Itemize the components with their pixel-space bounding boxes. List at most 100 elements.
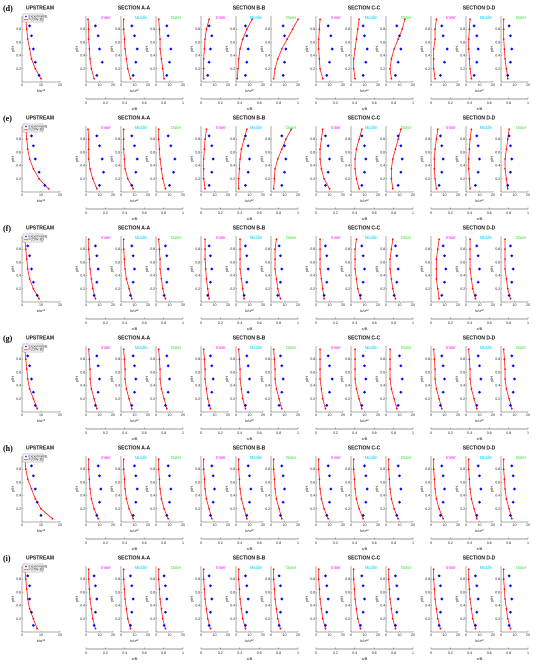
subplot-label: Outer <box>516 565 527 570</box>
model-point <box>327 517 330 520</box>
experiment-point <box>477 474 482 478</box>
model-point <box>504 258 506 260</box>
experiment-point <box>506 183 510 187</box>
experiment-point <box>130 24 134 28</box>
section-tick-label: 1 <box>527 211 529 215</box>
section-tick-label: 0.4 <box>122 651 127 655</box>
experiment-point <box>247 500 252 504</box>
model-point <box>467 578 470 581</box>
y-tick-label: 0.2 <box>425 617 430 621</box>
experiment-point <box>476 464 480 468</box>
y-tick-label: 0.4 <box>425 604 430 608</box>
section-tick-label: 0.4 <box>237 321 242 325</box>
x-tick-label: 0 <box>120 523 122 527</box>
x-tick-label: 0 <box>85 303 87 307</box>
experiment-point <box>508 170 513 174</box>
subplot-label: Middle <box>250 455 263 460</box>
experiment-point <box>440 24 444 28</box>
model-point <box>26 598 29 600</box>
model-point <box>209 407 212 410</box>
model-point <box>391 617 394 620</box>
y-tick-label: 0.8 <box>380 467 385 471</box>
model-point <box>358 18 360 21</box>
legend-marker <box>25 15 27 18</box>
experiment-point <box>93 244 98 248</box>
section-axis-label: x/B <box>362 546 368 551</box>
model-point <box>94 297 97 300</box>
x-tick-label: 10 <box>363 413 367 417</box>
section-tick-label: 0.6 <box>487 101 492 105</box>
y-axis-label: y/H <box>489 486 494 492</box>
model-point <box>390 168 393 170</box>
y-tick-label: 0.4 <box>150 54 155 58</box>
experiment-point <box>131 513 135 517</box>
x-tick-label: 10 <box>478 83 482 87</box>
section-tick-label: 0.2 <box>103 541 108 545</box>
model-point <box>122 28 125 31</box>
y-tick-label: 0.8 <box>230 577 235 581</box>
model-point <box>91 287 94 290</box>
x-tick-label: 10 <box>478 413 482 417</box>
x-tick-label: 0 <box>270 633 272 637</box>
experiment-point <box>475 244 479 248</box>
experiment-point <box>130 403 134 407</box>
y-axis-label: y/H <box>304 156 309 162</box>
model-point <box>390 278 393 280</box>
y-tick-label: 0.6 <box>425 150 430 154</box>
experiment-point <box>323 134 328 138</box>
x-tick-label: 0 <box>85 83 87 87</box>
experiment-point <box>396 60 400 64</box>
subplot-label: Outer <box>401 235 412 240</box>
model-point <box>468 358 471 361</box>
x-tick-label: 20 <box>376 193 380 197</box>
model-point <box>123 158 126 160</box>
y-tick-label: 0.2 <box>150 287 155 291</box>
experiment-point <box>472 73 476 77</box>
y-tick-label: 0.2 <box>195 397 200 401</box>
y-tick-label: 0.6 <box>265 260 270 264</box>
experiment-point <box>395 280 399 284</box>
y-tick-label: 0.6 <box>345 260 350 264</box>
x-tick-label: 20 <box>261 83 265 87</box>
model-point <box>391 238 394 241</box>
model-point <box>204 268 207 270</box>
y-axis-label: y/H <box>109 596 114 602</box>
model-point <box>158 248 161 251</box>
experiment-point <box>130 183 134 187</box>
model-point <box>275 608 278 610</box>
section-tick-label: 0.2 <box>333 651 338 655</box>
experiment-point <box>477 267 482 271</box>
experiment-point <box>206 73 210 77</box>
experiment-point <box>325 73 329 77</box>
section-title: SECTION B-B <box>233 225 266 231</box>
section-tick-label: 0.2 <box>103 211 108 215</box>
experiment-point <box>284 157 288 161</box>
x-tick-label: 10 <box>443 633 447 637</box>
model-point <box>280 148 283 151</box>
experiment-point <box>29 34 34 38</box>
y-axis-label: y/H <box>454 46 459 52</box>
section-tick-label: 0.6 <box>257 431 262 435</box>
y-tick-label: 0.6 <box>495 590 500 594</box>
x-tick-label: 20 <box>296 193 300 197</box>
experiment-point <box>208 280 213 284</box>
model-point <box>204 378 206 380</box>
y-tick-label: 0.4 <box>115 54 120 58</box>
model-point <box>510 407 513 410</box>
experiment-point <box>169 47 173 51</box>
experiment-point <box>284 47 288 51</box>
y-tick-label: 0.6 <box>195 590 200 594</box>
x-tick-label: 0 <box>465 303 467 307</box>
experiment-point <box>327 60 332 64</box>
experiment-point <box>43 183 47 187</box>
experiment-point <box>26 244 30 248</box>
y-tick-label: 0.6 <box>230 150 235 154</box>
subplot-title: UPSTREAM <box>26 445 54 451</box>
model-point <box>158 28 161 31</box>
experiment-point <box>167 500 172 504</box>
section-axis-label: x/B <box>477 216 483 221</box>
experiment-point <box>277 244 281 248</box>
section-tick-label: 0 <box>85 431 87 435</box>
y-tick-label: 0.4 <box>310 384 315 388</box>
x-tick-label: 20 <box>411 83 415 87</box>
